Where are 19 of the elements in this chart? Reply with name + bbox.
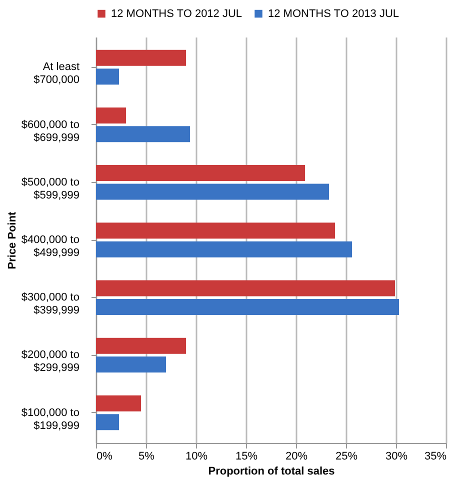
y-tick-label: At least $700,000 [34, 61, 80, 86]
x-tick-label: 25% [335, 450, 358, 462]
x-axis-title: Proportion of total sales [208, 466, 335, 478]
x-tick-label: 15% [235, 450, 258, 462]
x-tick-label: 5% [138, 450, 155, 462]
y-tick-label: $400,000 to $499,999 [21, 234, 80, 259]
legend-label: 12 MONTHS TO 2012 JUL [111, 8, 242, 20]
y-tick-label: $300,000 to $399,999 [21, 292, 80, 317]
legend-label: 12 MONTHS TO 2013 JUL [268, 8, 400, 20]
x-tick-label: 10% [185, 450, 208, 462]
y-axis-title: Price Point [6, 211, 18, 270]
x-tick-label: 20% [285, 450, 308, 462]
y-tick-label: $500,000 to $599,999 [21, 176, 80, 202]
y-tick-label: $100,000 to $199,999 [21, 406, 80, 432]
x-tick-label: 35% [424, 450, 447, 462]
y-tick-label: $200,000 to $299,999 [21, 349, 80, 374]
y-tick-label: $600,000 to $699,999 [21, 118, 80, 144]
x-tick-label: 0% [96, 450, 113, 462]
x-tick-label: 30% [385, 450, 408, 462]
